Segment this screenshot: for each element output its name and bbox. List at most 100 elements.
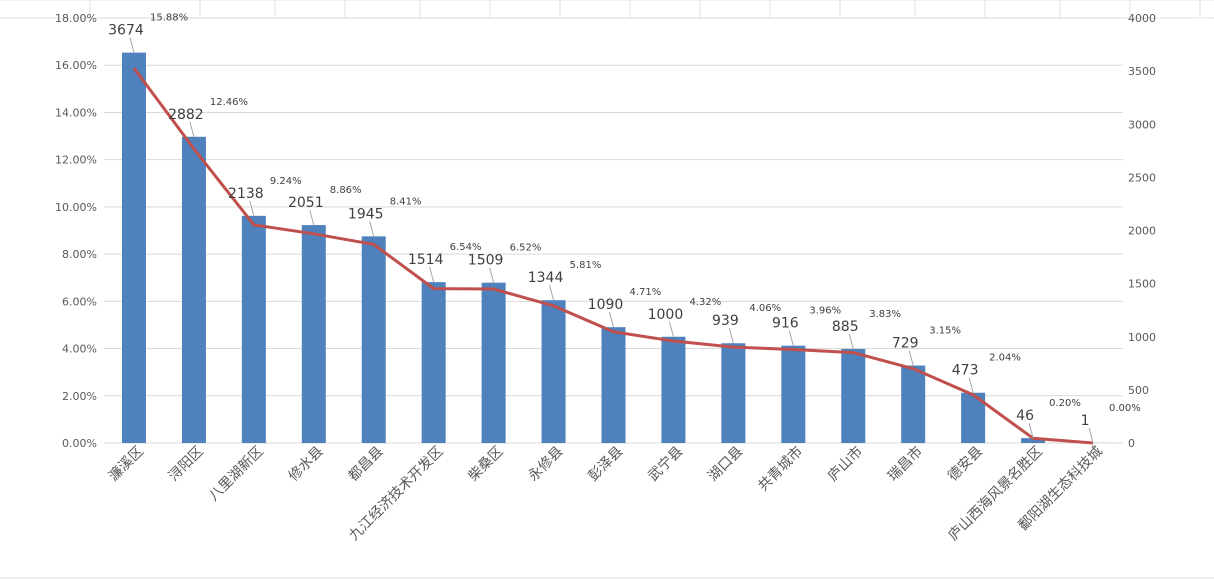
right-axis-tick-label: 500 [1128,384,1149,397]
category-label: 彭泽县 [585,444,626,485]
left-axis-tick-label: 6.00% [62,295,97,308]
left-axis-tick-label: 16.00% [55,59,97,72]
leader-line [728,328,734,344]
left-axis-tick-label: 2.00% [62,390,97,403]
count-data-label: 473 [952,363,979,379]
percent-line [132,67,1094,445]
left-axis-tick-label: 14.00% [55,106,97,119]
count-data-label: 939 [712,313,739,329]
right-axis-tick-label: 0 [1128,437,1135,450]
bar [181,136,206,443]
bar [301,225,326,443]
count-data-label: 729 [892,336,919,352]
leader-line [429,267,435,283]
percent-data-label: 2.04% [989,353,1021,364]
right-axis-tick-label: 3000 [1128,118,1156,131]
leader-line [1088,427,1094,444]
left-axis-tick-label: 18.00% [55,12,97,25]
count-data-label: 2138 [228,186,264,202]
bar [1021,438,1046,443]
count-data-label: 916 [772,316,799,332]
percent-data-label: 6.54% [450,242,482,253]
percent-data-label: 6.52% [510,243,542,254]
bar [721,343,746,443]
bar [361,236,386,443]
left-axis-tick-label: 0.00% [62,437,97,450]
leader-line [609,312,614,328]
category-label: 修水县 [286,444,327,485]
count-data-label: 1945 [348,206,384,222]
leader-line [309,209,315,226]
count-data-label: 1509 [468,253,504,269]
category-label: 濂溪区 [105,443,147,485]
left-axis-tick-label: 10.00% [55,201,97,214]
count-data-label: 46 [1016,408,1034,424]
right-axis-tick-label: 3500 [1128,65,1156,78]
bar [241,215,266,443]
percent-data-label: 5.81% [570,260,602,271]
category-label: 共青城市 [755,443,807,495]
right-axis-tick-label: 2500 [1128,171,1156,184]
leader-line [249,200,255,216]
percent-data-label: 4.71% [630,287,662,298]
count-data-label: 2882 [168,107,204,123]
count-data-label: 3674 [108,23,144,39]
percent-data-label: 3.15% [929,326,961,337]
percent-data-label: 12.46% [210,97,248,108]
count-data-label: 1514 [408,252,444,268]
category-label: 都昌县 [346,444,387,485]
bar [781,345,806,443]
count-data-label: 1000 [648,307,684,323]
percent-data-label: 3.96% [809,306,841,317]
leader-line [369,221,375,237]
right-axis-tick-label: 1500 [1128,278,1156,291]
leader-line [668,321,674,337]
left-axis-tick-label: 4.00% [62,343,97,356]
leader-line [1028,422,1034,439]
percent-data-label: 9.24% [270,176,302,187]
percent-data-label: 8.41% [390,196,422,207]
count-data-label: 1344 [528,270,564,286]
percent-data-label: 4.06% [749,303,781,314]
leader-line [129,37,135,53]
bar [901,365,926,443]
count-data-label: 2051 [288,195,324,211]
bar [601,327,626,443]
bar [421,282,446,443]
left-axis-tick-label: 8.00% [62,248,97,261]
percent-data-label: 0.00% [1109,403,1141,414]
percent-data-label: 0.20% [1049,398,1081,409]
percent-data-label: 3.83% [869,309,901,320]
category-label: 德安县 [945,444,986,485]
bar [121,52,146,443]
bar [541,300,566,443]
bar [661,336,686,443]
category-label: 湖口县 [705,444,746,485]
bar [841,348,866,443]
leader-line [848,333,854,350]
left-axis-tick-label: 12.00% [55,154,97,167]
percent-data-label: 4.32% [689,297,721,308]
category-label: 武宁县 [645,443,687,485]
leader-line [788,330,794,346]
category-label: 瑞昌市 [884,443,926,485]
leader-line [968,377,974,393]
count-data-label: 1090 [588,297,624,313]
right-axis-tick-label: 4000 [1128,12,1156,25]
count-data-label: 1 [1081,413,1090,429]
percent-data-label: 15.88% [150,13,188,24]
leader-line [908,350,914,366]
right-axis-tick-label: 2000 [1128,225,1156,238]
category-label: 八里湖新区 [206,444,267,505]
category-label: 柴桑区 [465,444,506,485]
category-label: 永修县 [525,444,566,485]
leader-line [189,121,195,137]
bar [481,282,506,443]
category-label: 庐山市 [824,443,866,485]
leader-line [549,285,555,301]
leader-line [489,267,495,283]
percent-data-label: 8.86% [330,185,362,196]
right-axis-tick-label: 1000 [1128,331,1156,344]
count-data-label: 885 [832,319,859,335]
